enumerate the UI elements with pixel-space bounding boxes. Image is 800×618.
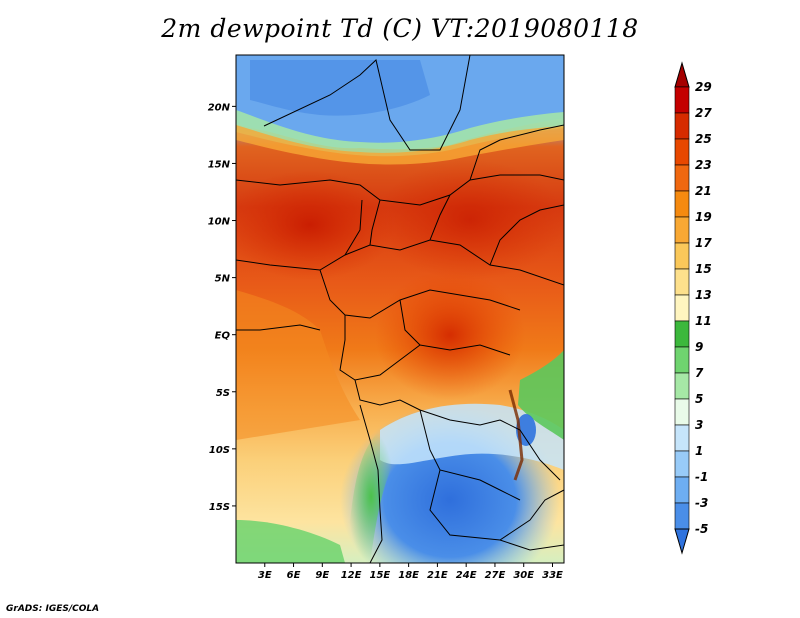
colorbar-swatch (674, 320, 690, 348)
longitude-axis: 3E 6E 9E 12E 15E 18E 21E 24E 27E 30E 33E (258, 563, 563, 581)
colorbar-swatch (674, 450, 690, 478)
colorbar-label: 1 (695, 444, 703, 458)
colorbar-label: 3 (695, 418, 703, 432)
lat-label: 15S (209, 502, 230, 513)
lon-label: 9E (315, 570, 329, 581)
grads-credit: GrADS: IGES/COLA (6, 604, 100, 614)
colorbar-label: 11 (695, 314, 712, 328)
colorbar-label: -3 (695, 496, 708, 510)
colorbar-swatch (674, 190, 690, 218)
lat-label: 15N (208, 159, 231, 170)
lon-label: 24E (456, 570, 477, 581)
colorbar-swatch (674, 86, 690, 114)
colorbar-swatch (674, 164, 690, 192)
colorbar-swatch (674, 372, 690, 400)
colorbar-label: 15 (695, 262, 712, 276)
colorbar-label: 13 (695, 288, 712, 302)
lon-label: 3E (258, 570, 272, 581)
lat-label: 10S (209, 445, 230, 456)
lon-label: 12E (341, 570, 362, 581)
colorbar-swatch (674, 476, 690, 504)
colorbar-label: -5 (695, 522, 708, 536)
colorbar-label: 21 (695, 184, 712, 198)
colorbar-swatch (674, 216, 690, 244)
lat-label: EQ (215, 331, 231, 342)
colorbar-label: 19 (695, 210, 712, 224)
country-borders (236, 55, 564, 563)
latitude-axis: 20N 15N 10N 5N EQ 5S 10S 15S (208, 102, 236, 513)
colorbar: 29 27 25 23 21 19 17 15 13 11 9 7 5 3 1 -1 -3 -5 (674, 61, 712, 555)
colorbar-swatch (674, 294, 690, 322)
lon-label: 27E (485, 570, 506, 581)
colorbar-label: 27 (695, 106, 712, 120)
lat-label: 10N (208, 217, 231, 228)
sahel-transition (236, 110, 564, 157)
colorbar-swatch (674, 424, 690, 452)
colorbar-swatch (674, 112, 690, 140)
colorbar-arrow-top (674, 61, 690, 88)
lon-label: 33E (542, 570, 563, 581)
lon-label: 6E (287, 570, 301, 581)
colorbar-label: 29 (695, 80, 712, 94)
colorbar-label: 5 (695, 392, 703, 406)
lat-label: 5S (216, 388, 230, 399)
colorbar-swatch (674, 502, 690, 530)
colorbar-swatch (674, 242, 690, 270)
lat-label: 5N (215, 274, 231, 285)
lat-label: 20N (208, 102, 231, 113)
colorbar-label: 9 (695, 340, 703, 354)
colorbar-swatch (674, 268, 690, 296)
colorbar-label: 23 (695, 158, 712, 172)
colorbar-label: -1 (695, 470, 708, 484)
colorbar-label: 17 (695, 236, 712, 250)
lon-label: 21E (427, 570, 448, 581)
dewpoint-field (236, 55, 564, 563)
colorbar-swatch (674, 346, 690, 374)
map-frame (235, 54, 565, 564)
colorbar-swatch (674, 398, 690, 426)
colorbar-swatch (674, 138, 690, 166)
chart-title: 2m dewpoint Td (C) VT:2019080118 (161, 14, 639, 43)
colorbar-arrow-bottom (674, 528, 690, 555)
colorbar-label: 7 (695, 366, 704, 380)
lon-label: 30E (513, 570, 534, 581)
lon-label: 18E (398, 570, 419, 581)
lon-label: 15E (369, 570, 390, 581)
colorbar-label: 25 (695, 132, 712, 146)
